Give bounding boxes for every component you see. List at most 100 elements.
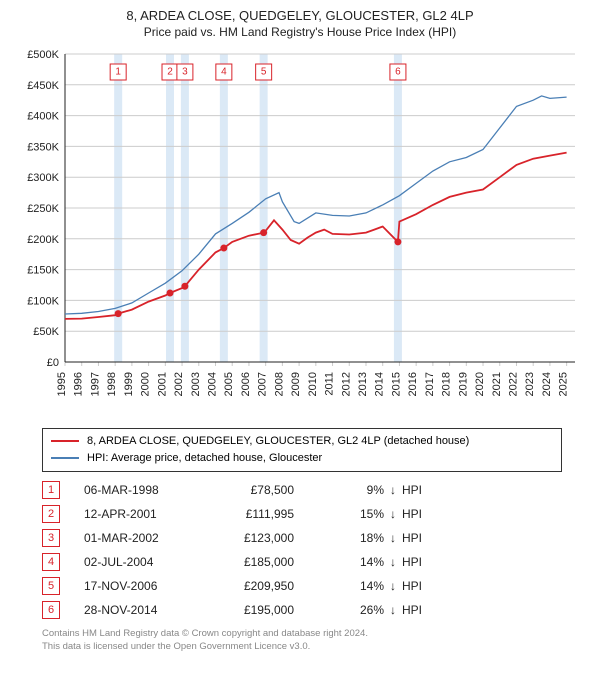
legend-item: HPI: Average price, detached house, Glou…: [51, 450, 553, 467]
sale-pct: 14%: [334, 555, 384, 569]
sale-pct: 14%: [334, 579, 384, 593]
sale-pct: 18%: [334, 531, 384, 545]
legend-swatch-icon: [51, 440, 79, 442]
sale-marker-icon: 3: [42, 529, 60, 547]
sale-date: 01-MAR-2002: [84, 531, 224, 545]
svg-text:1999: 1999: [123, 372, 135, 396]
sale-price: £185,000: [224, 555, 334, 569]
sale-price: £209,950: [224, 579, 334, 593]
footer-attribution: Contains HM Land Registry data © Crown c…: [42, 628, 368, 654]
svg-text:2022: 2022: [507, 372, 519, 396]
title-block: 8, ARDEA CLOSE, QUEDGELEY, GLOUCESTER, G…: [0, 0, 600, 39]
footer-line: Contains HM Land Registry data © Crown c…: [42, 628, 368, 641]
svg-text:£0: £0: [47, 357, 59, 369]
svg-text:2000: 2000: [140, 372, 152, 396]
table-row: 402-JUL-2004£185,00014%↓HPI: [42, 550, 562, 574]
svg-text:£250K: £250K: [27, 203, 59, 215]
sale-date: 12-APR-2001: [84, 507, 224, 521]
legend-label: 8, ARDEA CLOSE, QUEDGELEY, GLOUCESTER, G…: [87, 433, 469, 450]
svg-text:2014: 2014: [374, 372, 386, 396]
table-row: 5 17-NOV-2006£209,95014%↓HPI: [42, 574, 562, 598]
svg-text:2024: 2024: [541, 372, 553, 396]
down-arrow-icon: ↓: [384, 483, 402, 497]
svg-text:2017: 2017: [424, 372, 436, 396]
legend-swatch-icon: [51, 457, 79, 459]
svg-text:£200K: £200K: [27, 234, 59, 246]
sale-hpi-label: HPI: [402, 603, 442, 617]
chart-container: 8, ARDEA CLOSE, QUEDGELEY, GLOUCESTER, G…: [0, 0, 600, 680]
line-chart-svg: £0£50K£100K£150K£200K£250K£300K£350K£400…: [10, 48, 590, 418]
sale-date: 17-NOV-2006: [84, 579, 224, 593]
sale-price: £111,995: [224, 507, 334, 521]
legend: 8, ARDEA CLOSE, QUEDGELEY, GLOUCESTER, G…: [42, 428, 562, 472]
legend-item: 8, ARDEA CLOSE, QUEDGELEY, GLOUCESTER, G…: [51, 433, 553, 450]
sale-marker-icon: 5: [42, 577, 60, 595]
sale-pct: 9%: [334, 483, 384, 497]
sale-hpi-label: HPI: [402, 483, 442, 497]
svg-text:£500K: £500K: [27, 49, 59, 61]
sale-marker-icon: 2: [42, 505, 60, 523]
svg-text:2005: 2005: [223, 372, 235, 396]
svg-text:1995: 1995: [56, 372, 68, 396]
sale-date: 28-NOV-2014: [84, 603, 224, 617]
svg-text:2019: 2019: [457, 372, 469, 396]
svg-text:1997: 1997: [89, 372, 101, 396]
svg-text:2016: 2016: [407, 372, 419, 396]
svg-text:1998: 1998: [106, 372, 118, 396]
sale-price: £78,500: [224, 483, 334, 497]
svg-text:£100K: £100K: [27, 295, 59, 307]
down-arrow-icon: ↓: [384, 507, 402, 521]
svg-text:2009: 2009: [290, 372, 302, 396]
svg-text:2008: 2008: [273, 372, 285, 396]
sale-hpi-label: HPI: [402, 555, 442, 569]
svg-text:2003: 2003: [190, 372, 202, 396]
svg-text:£300K: £300K: [27, 172, 59, 184]
sale-hpi-label: HPI: [402, 531, 442, 545]
svg-text:£400K: £400K: [27, 111, 59, 123]
sale-marker-icon: 6: [42, 601, 60, 619]
down-arrow-icon: ↓: [384, 579, 402, 593]
svg-text:5: 5: [261, 67, 267, 78]
svg-text:2007: 2007: [257, 372, 269, 396]
svg-text:2006: 2006: [240, 372, 252, 396]
svg-text:2: 2: [167, 67, 173, 78]
svg-text:1: 1: [115, 67, 121, 78]
svg-text:2018: 2018: [441, 372, 453, 396]
chart-title: 8, ARDEA CLOSE, QUEDGELEY, GLOUCESTER, G…: [0, 8, 600, 23]
svg-text:2004: 2004: [206, 372, 218, 396]
svg-text:2013: 2013: [357, 372, 369, 396]
svg-text:2012: 2012: [340, 372, 352, 396]
down-arrow-icon: ↓: [384, 603, 402, 617]
svg-text:£150K: £150K: [27, 265, 59, 277]
sale-price: £123,000: [224, 531, 334, 545]
svg-text:2002: 2002: [173, 372, 185, 396]
svg-text:2023: 2023: [524, 372, 536, 396]
svg-text:£450K: £450K: [27, 80, 59, 92]
sales-table: 106-MAR-1998£78,5009%↓HPI212-APR-2001£11…: [42, 478, 562, 622]
svg-text:2025: 2025: [558, 372, 570, 396]
sale-date: 06-MAR-1998: [84, 483, 224, 497]
table-row: 1 06-MAR-1998£78,5009%↓HPI: [42, 478, 562, 502]
footer-line: This data is licensed under the Open Gov…: [42, 641, 368, 654]
sale-price: £195,000: [224, 603, 334, 617]
svg-text:6: 6: [395, 67, 401, 78]
svg-text:2011: 2011: [324, 372, 336, 396]
table-row: 6 28-NOV-2014£195,00026%↓HPI: [42, 598, 562, 622]
svg-text:4: 4: [221, 67, 227, 78]
svg-text:£350K: £350K: [27, 141, 59, 153]
table-row: 3 01-MAR-2002£123,00018%↓HPI: [42, 526, 562, 550]
svg-text:2001: 2001: [156, 372, 168, 396]
table-row: 212-APR-2001£111,99515%↓HPI: [42, 502, 562, 526]
svg-text:3: 3: [182, 67, 188, 78]
svg-text:2015: 2015: [390, 372, 402, 396]
sale-hpi-label: HPI: [402, 507, 442, 521]
sale-pct: 26%: [334, 603, 384, 617]
svg-text:1996: 1996: [73, 372, 85, 396]
svg-text:2020: 2020: [474, 372, 486, 396]
svg-text:2010: 2010: [307, 372, 319, 396]
sale-date: 02-JUL-2004: [84, 555, 224, 569]
sale-marker-icon: 1: [42, 481, 60, 499]
sale-marker-icon: 4: [42, 553, 60, 571]
down-arrow-icon: ↓: [384, 531, 402, 545]
sale-hpi-label: HPI: [402, 579, 442, 593]
